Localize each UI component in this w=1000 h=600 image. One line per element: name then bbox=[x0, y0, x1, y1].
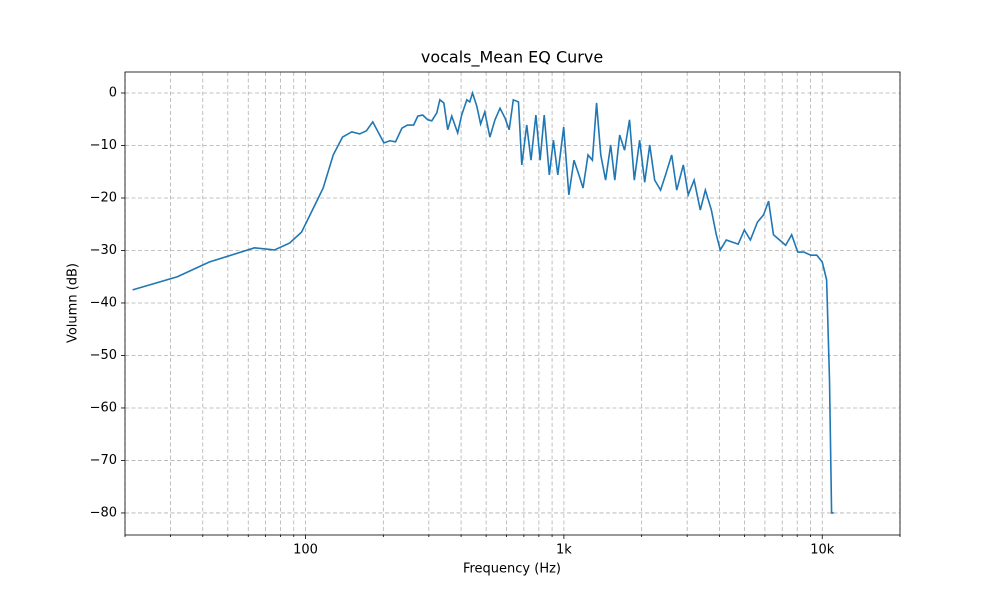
y-axis-label: Volumn (dB) bbox=[66, 263, 81, 343]
y-tick-label: −10 bbox=[90, 138, 117, 153]
y-tick-label: −30 bbox=[90, 243, 117, 258]
x-tick-label: 1k bbox=[556, 543, 572, 558]
chart-title: vocals_Mean EQ Curve bbox=[421, 48, 603, 68]
plot-frame bbox=[124, 71, 901, 536]
x-axis-label: Frequency (Hz) bbox=[463, 562, 561, 577]
x-tick-label: 100 bbox=[293, 543, 318, 558]
y-tick-label: −20 bbox=[90, 190, 117, 205]
eq-line bbox=[132, 90, 834, 514]
x-tick-label: 10k bbox=[810, 543, 835, 558]
y-tick-label: −50 bbox=[90, 348, 117, 363]
y-tick-label: −40 bbox=[90, 295, 117, 310]
y-tick-label: 0 bbox=[109, 85, 117, 100]
y-tick-label: −80 bbox=[90, 505, 117, 520]
y-tick-label: −70 bbox=[90, 453, 117, 468]
y-tick-label: −60 bbox=[90, 400, 117, 415]
